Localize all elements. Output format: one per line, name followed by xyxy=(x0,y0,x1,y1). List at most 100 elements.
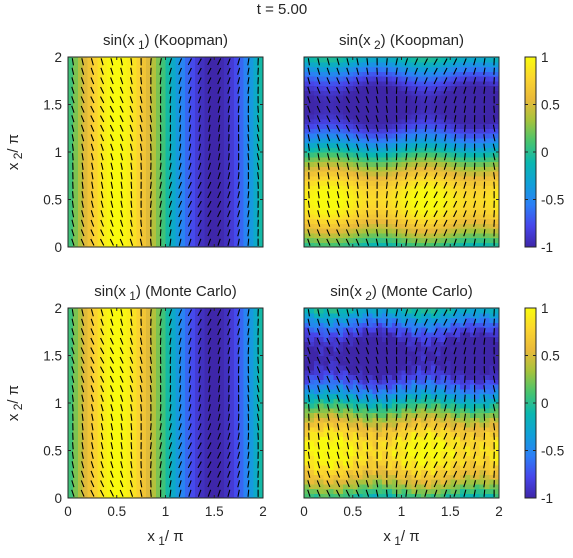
heatmap-cell xyxy=(170,156,176,163)
heatmap-cell xyxy=(494,166,499,172)
heatmap-cell xyxy=(450,152,456,158)
heatmap-cell xyxy=(97,90,103,96)
heatmap-cell xyxy=(228,104,235,110)
heatmap-cell xyxy=(209,85,215,91)
heatmap-cell xyxy=(194,213,201,220)
heatmap-cell xyxy=(87,137,93,144)
heatmap-cell xyxy=(102,388,108,395)
direction-segment xyxy=(463,67,467,75)
heatmap-cell xyxy=(421,133,427,139)
heatmap-cell xyxy=(333,123,339,129)
heatmap-cell xyxy=(401,61,407,68)
heatmap-cell xyxy=(136,407,142,414)
heatmap-cell xyxy=(194,175,201,182)
heatmap-cell xyxy=(199,61,206,68)
heatmap-cell xyxy=(233,123,240,129)
heatmap-cell xyxy=(111,479,118,485)
heatmap-cell xyxy=(304,204,310,210)
heatmap-cell xyxy=(464,156,471,163)
heatmap-cell xyxy=(489,161,495,167)
heatmap-cell xyxy=(406,228,412,234)
heatmap-cell xyxy=(194,99,201,106)
heatmap-cell xyxy=(421,80,427,87)
direction-segment xyxy=(434,105,438,113)
heatmap-cell xyxy=(367,218,373,224)
heatmap-cell xyxy=(180,137,186,144)
heatmap-cell xyxy=(469,137,476,144)
direction-segment xyxy=(366,210,369,218)
direction-segment xyxy=(90,153,94,161)
heatmap-cell xyxy=(421,85,427,91)
heatmap-cell xyxy=(146,431,152,437)
heatmap-cell xyxy=(352,237,359,243)
heatmap-cell xyxy=(233,152,240,158)
heatmap-cell xyxy=(233,185,240,191)
heatmap-cell xyxy=(323,99,329,106)
heatmap-cell xyxy=(484,128,490,134)
heatmap-cell xyxy=(304,209,310,215)
heatmap-cell xyxy=(214,99,220,106)
heatmap-cell xyxy=(175,242,181,247)
heatmap-cell xyxy=(455,109,461,115)
heatmap-cell xyxy=(111,393,118,399)
heatmap-cell xyxy=(92,137,98,144)
heatmap-cell xyxy=(185,114,191,120)
heatmap-cell xyxy=(253,175,259,182)
heatmap-cell xyxy=(411,137,417,144)
heatmap-cell xyxy=(308,123,315,129)
heatmap-cell xyxy=(111,99,118,106)
heatmap-cell xyxy=(362,80,368,87)
heatmap-cell xyxy=(87,237,93,243)
heatmap-cell xyxy=(382,190,388,196)
heatmap-cell xyxy=(357,171,364,177)
heatmap-cell xyxy=(386,114,393,120)
heatmap-cell xyxy=(474,147,481,153)
heatmap-cell xyxy=(425,171,432,177)
heatmap-cell xyxy=(102,455,108,461)
heatmap-cell xyxy=(204,90,210,96)
heatmap-cell xyxy=(313,85,320,91)
heatmap-cell xyxy=(102,104,108,110)
heatmap-cell xyxy=(382,204,388,210)
heatmap-cell xyxy=(72,152,79,158)
heatmap-cell xyxy=(194,137,201,144)
heatmap-cell xyxy=(170,161,176,167)
heatmap-cell xyxy=(111,185,118,191)
heatmap-cell xyxy=(146,152,152,158)
heatmap-cell xyxy=(224,90,230,96)
heatmap-cell xyxy=(343,147,349,153)
heatmap-cell xyxy=(357,161,364,167)
direction-segment xyxy=(433,86,438,94)
heatmap-cell xyxy=(479,223,485,229)
heatmap-cell xyxy=(367,166,373,172)
heatmap-cell xyxy=(116,90,123,96)
heatmap-cell xyxy=(411,156,417,163)
heatmap-cell xyxy=(131,469,137,475)
heatmap-cell xyxy=(219,118,225,125)
heatmap-cell xyxy=(313,166,320,172)
direction-segment xyxy=(208,124,211,132)
heatmap-cell xyxy=(421,99,427,106)
heatmap-cell xyxy=(87,218,93,224)
heatmap-cell xyxy=(131,232,137,239)
heatmap-cell xyxy=(460,137,466,144)
heatmap-cell xyxy=(141,152,147,158)
direction-segment xyxy=(188,153,192,161)
heatmap-cell xyxy=(214,218,220,224)
heatmap-cell xyxy=(416,194,422,201)
heatmap-cell xyxy=(347,71,354,77)
heatmap-cell xyxy=(170,123,176,129)
heatmap-cell xyxy=(72,331,79,338)
heatmap-cell xyxy=(175,341,181,347)
heatmap-cell xyxy=(248,85,254,91)
heatmap-cell xyxy=(82,71,89,77)
heatmap-cell xyxy=(97,426,103,433)
heatmap-cell xyxy=(224,190,230,196)
heatmap-cell xyxy=(308,61,315,68)
heatmap-cell xyxy=(224,185,230,191)
heatmap-cell xyxy=(87,431,93,437)
heatmap-cell xyxy=(382,228,388,234)
direction-segment xyxy=(110,143,114,151)
heatmap-cell xyxy=(102,331,108,338)
heatmap-cell xyxy=(136,374,142,380)
